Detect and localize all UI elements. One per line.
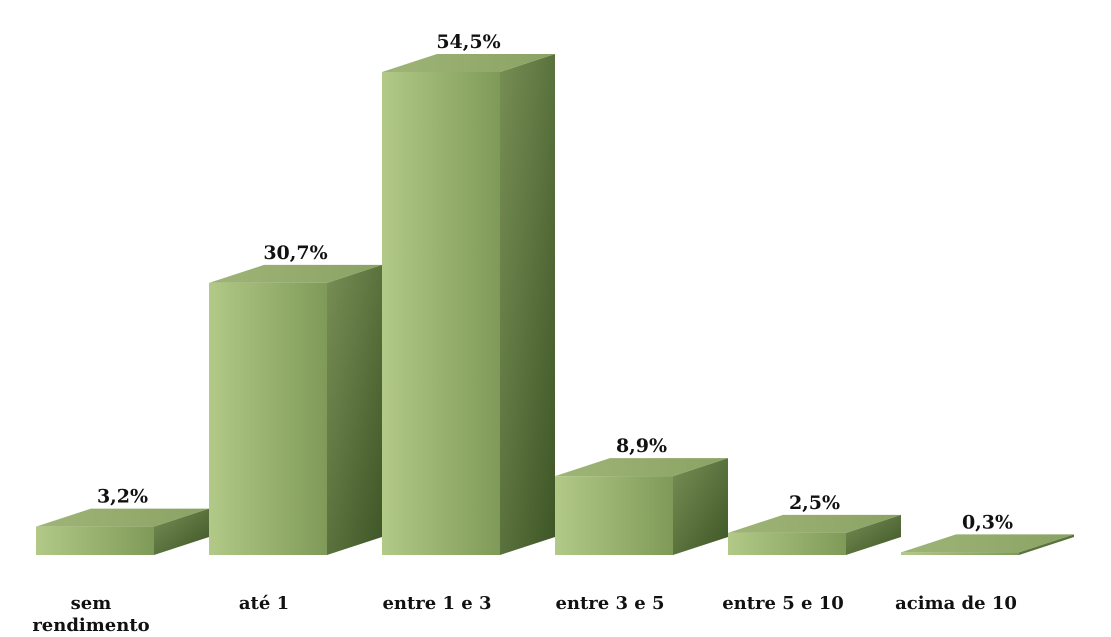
bar-side-face — [846, 514, 901, 555]
category-label: sem rendimento — [32, 593, 149, 636]
category-label-line: entre 5 e 10 — [722, 593, 844, 614]
category-label: entre 3 e 5 — [555, 593, 664, 614]
category-label-line: sem — [71, 593, 112, 614]
category-label: entre 5 e 10 — [722, 593, 844, 614]
data-label: 30,7% — [263, 242, 327, 264]
bar-front-face — [901, 552, 1019, 555]
bar-side-face — [327, 264, 382, 555]
bar-top-face — [36, 508, 209, 527]
category-label: acima de 10 — [895, 593, 1017, 614]
category-label-line: acima de 10 — [895, 593, 1017, 614]
bar-2 — [209, 264, 382, 555]
bar-top-face — [901, 534, 1074, 553]
category-labels-group: sem rendimento até 1 entre 1 e 3 entre 3 e 5… — [32, 593, 1017, 636]
bar-top-face — [382, 54, 555, 72]
bar-front-face — [36, 526, 154, 555]
category-label-line: até 1 — [239, 593, 289, 614]
data-label: 54,5% — [436, 31, 500, 53]
bar-front-face — [728, 532, 846, 555]
bar-6 — [901, 534, 1074, 555]
data-label: 2,5% — [789, 492, 840, 514]
category-label: entre 1 e 3 — [382, 593, 491, 614]
data-label: 3,2% — [97, 486, 148, 508]
data-labels-group: 3,2% 30,7% 54,5% 8,9% 2,5% 0,3% — [97, 31, 1013, 533]
bar-1 — [36, 508, 209, 555]
data-label: 8,9% — [616, 435, 667, 457]
bars-group — [36, 54, 1074, 555]
bar-side-face — [1019, 534, 1074, 555]
category-label-line: entre 1 e 3 — [382, 593, 491, 614]
bar-4 — [555, 458, 728, 555]
bar-5 — [728, 514, 901, 555]
category-label-line: entre 3 e 5 — [555, 593, 664, 614]
bar-top-face — [555, 458, 728, 477]
bar-front-face — [209, 282, 327, 555]
category-label: até 1 — [239, 593, 289, 614]
bar-side-face — [500, 54, 555, 555]
data-label: 0,3% — [962, 511, 1013, 533]
bar-front-face — [382, 72, 500, 555]
bar-top-face — [728, 514, 901, 533]
bar-side-face — [154, 508, 209, 555]
bar-side-face — [673, 458, 728, 555]
bar-front-face — [555, 476, 673, 555]
bar-top-face — [209, 264, 382, 283]
category-label-line: rendimento — [32, 615, 149, 636]
bar-3 — [382, 54, 555, 555]
